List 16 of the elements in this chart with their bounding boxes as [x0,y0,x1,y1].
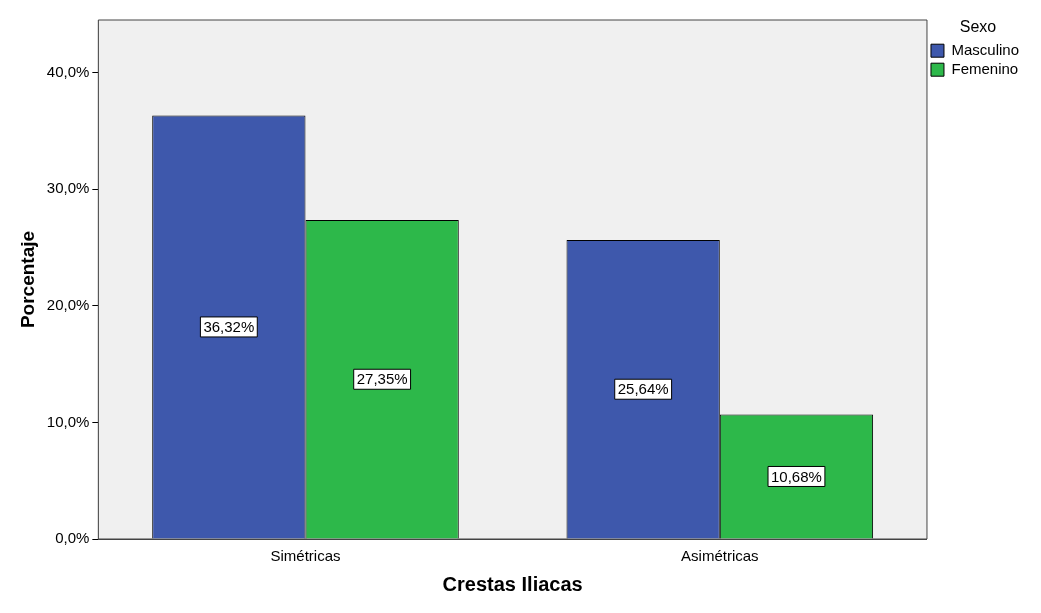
y-tick-label: 0,0% [55,529,90,547]
data-label: 25,64% [617,380,669,398]
y-axis-title: Porcentaje [16,230,38,329]
x-axis-title: Crestas Iliacas [442,572,583,595]
legend-label: Femenino [951,59,1019,77]
y-tick-label: 30,0% [46,179,90,197]
data-label: 27,35% [356,370,408,388]
legend-label: Masculino [951,40,1019,58]
data-label: 10,68% [771,467,822,485]
y-tick-label: 20,0% [46,295,90,313]
x-tick-label: Asimétricas [681,547,759,565]
x-tick-label: Simétricas [270,547,341,565]
y-tick-label: 10,0% [46,412,90,430]
data-label: 36,32% [203,318,255,336]
y-tick-label: 40,0% [46,62,90,80]
legend-title: Sexo [959,18,997,36]
